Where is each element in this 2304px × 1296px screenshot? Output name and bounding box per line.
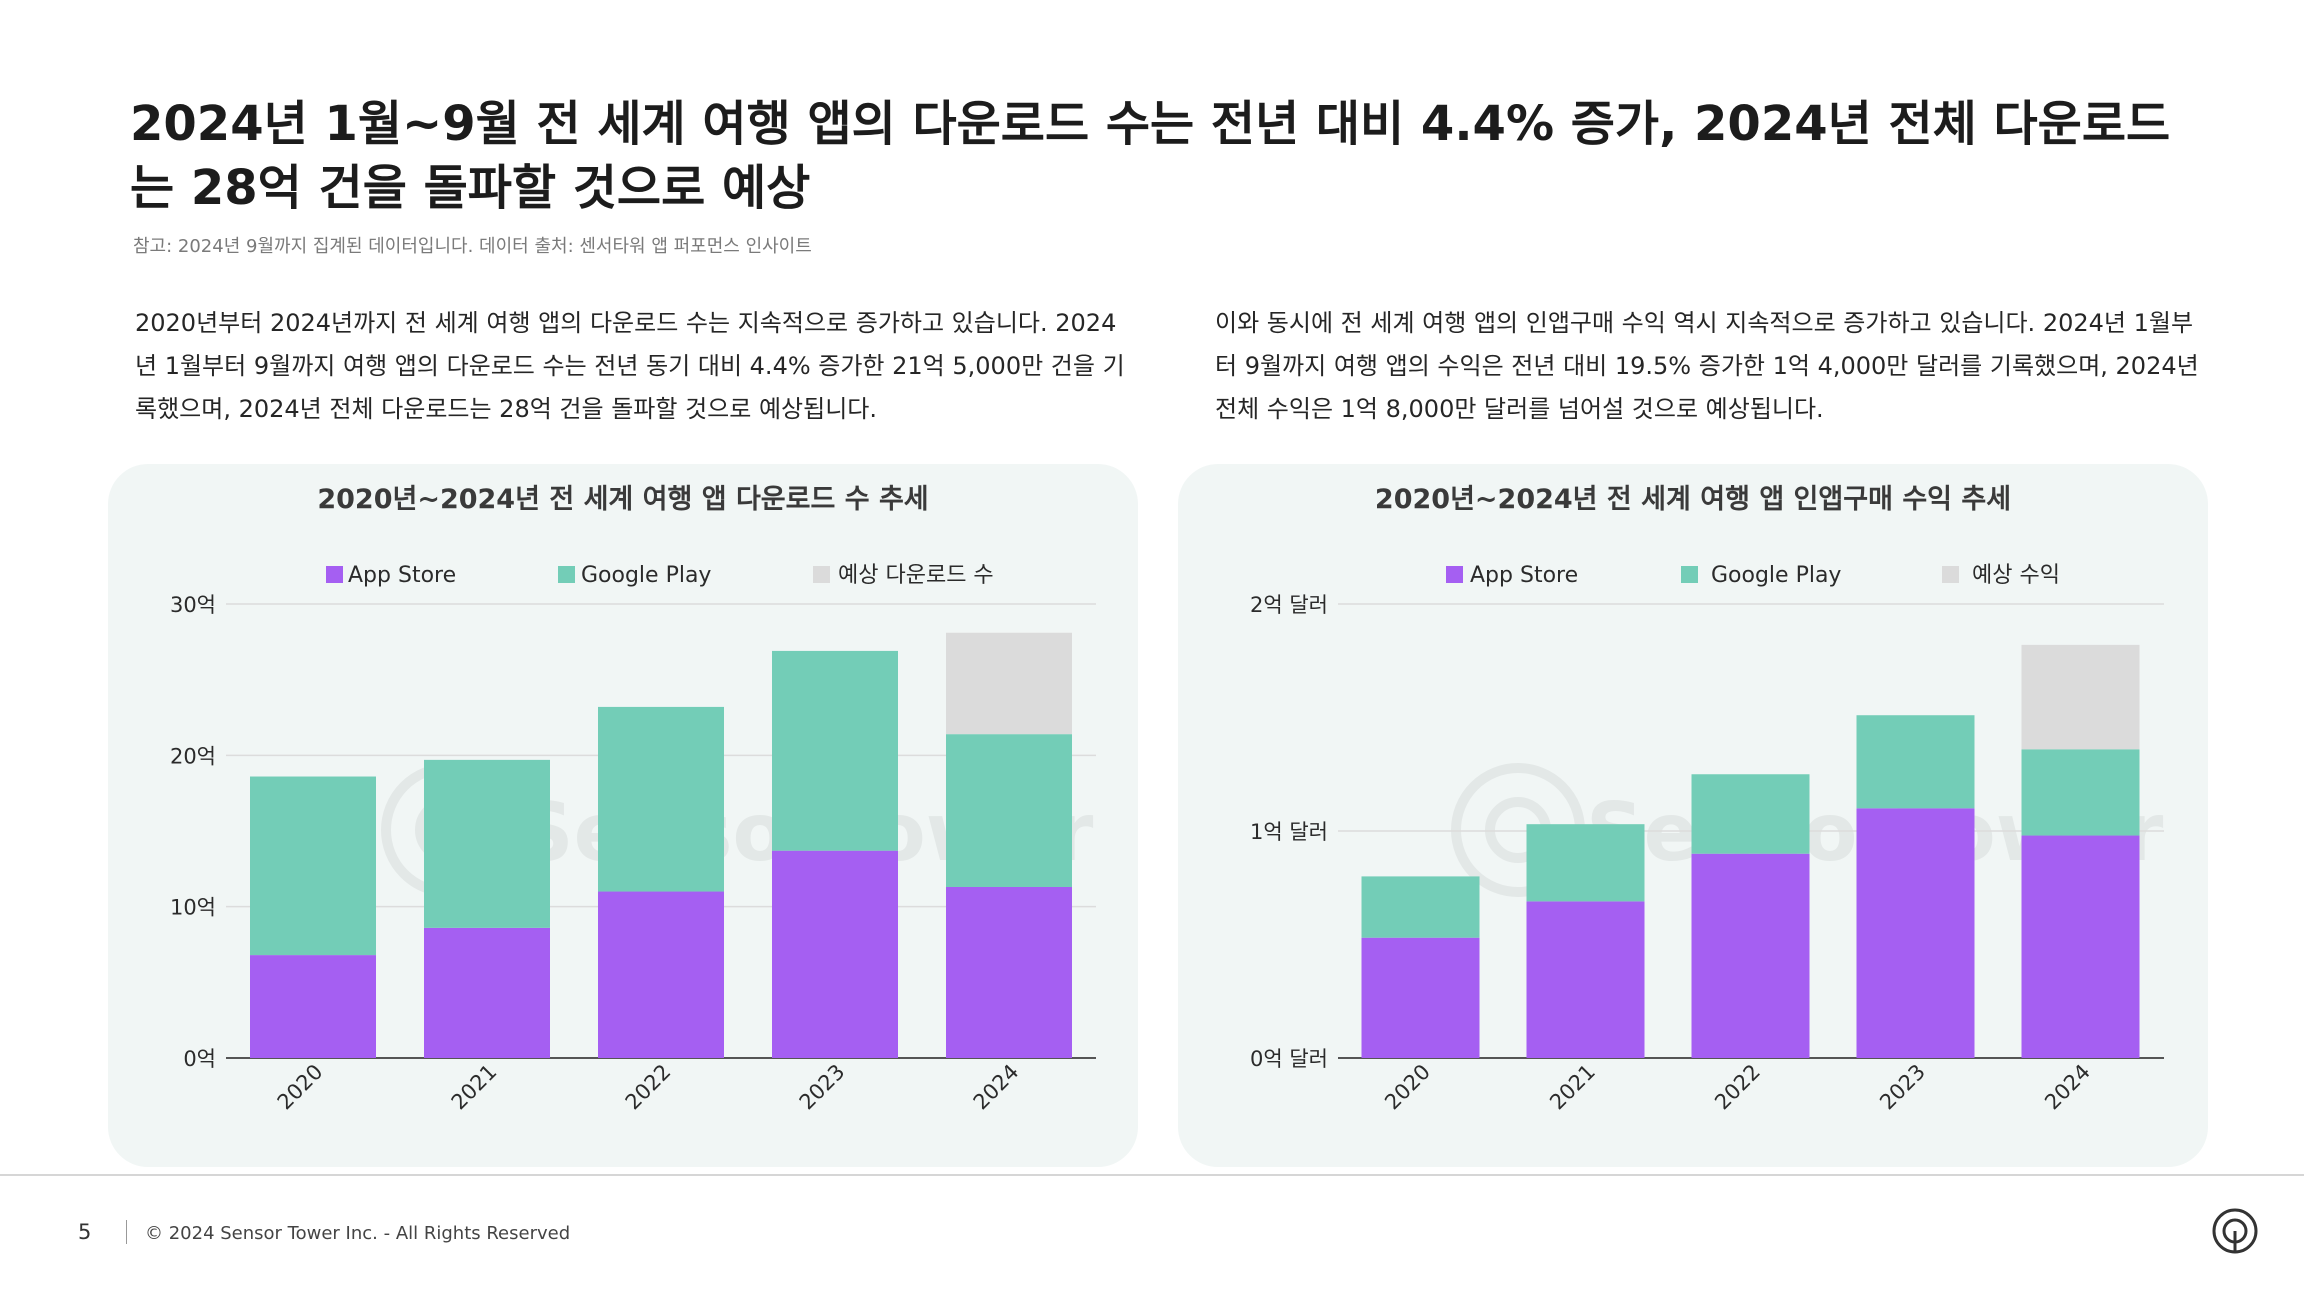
bar-segment: [2021, 749, 2140, 836]
legend-label: App Store: [1470, 563, 1578, 588]
source-note: 참고: 2024년 9월까지 집계된 데이터입니다. 데이터 출처: 센서타워 …: [133, 236, 812, 257]
legend-label: 예상 수익: [1972, 563, 2060, 588]
bar-segment: [1691, 853, 1810, 1058]
legend-swatch: [1942, 566, 1959, 583]
y-tick-label: 20억: [170, 744, 216, 768]
bar-segment: [1361, 876, 1480, 938]
legend-swatch: [558, 566, 575, 583]
y-tick-label: 0억 달러: [1250, 1047, 1328, 1071]
x-tick-label: 2024: [969, 1060, 1024, 1115]
footer-divider: [0, 1174, 2304, 1176]
x-tick-label: 2021: [447, 1060, 502, 1115]
bar-segment: [1361, 937, 1480, 1058]
x-tick-label: 2022: [1710, 1060, 1765, 1115]
x-tick-label: 2024: [2040, 1060, 2095, 1115]
sensor-tower-logo-icon: [2210, 1206, 2260, 1260]
bar-segment: [772, 650, 898, 851]
legend-label: App Store: [348, 563, 456, 588]
bar-segment: [1526, 901, 1645, 1058]
legend-label: Google Play: [581, 563, 711, 588]
downloads-chart: SensorTower2020년~2024년 전 세계 여행 앱 다운로드 수 …: [170, 484, 1096, 1115]
x-tick-label: 2021: [1545, 1060, 1600, 1115]
x-tick-label: 2022: [621, 1060, 676, 1115]
chart-title: 2020년~2024년 전 세계 여행 앱 인앱구매 수익 추세: [1375, 484, 2011, 515]
downloads-chart-panel: SensorTower2020년~2024년 전 세계 여행 앱 다운로드 수 …: [108, 464, 1138, 1167]
x-tick-label: 2020: [273, 1060, 328, 1115]
bar-segment: [946, 886, 1072, 1058]
y-tick-label: 10억: [170, 896, 216, 920]
bar-segment: [946, 632, 1072, 735]
y-tick-label: 1억 달러: [1250, 820, 1328, 844]
legend-swatch: [1681, 566, 1698, 583]
revenue-chart: SensorTower2020년~2024년 전 세계 여행 앱 인앱구매 수익…: [1250, 484, 2164, 1115]
legend-swatch: [1446, 566, 1463, 583]
legend-label: 예상 다운로드 수: [838, 563, 994, 588]
revenue-description: 이와 동시에 전 세계 여행 앱의 인앱구매 수익 역시 지속적으로 증가하고 …: [1215, 309, 2199, 423]
y-tick-label: 2억 달러: [1250, 593, 1328, 617]
bar-segment: [598, 706, 724, 892]
legend-label: Google Play: [1711, 563, 1841, 588]
bar-segment: [598, 891, 724, 1058]
footer-separator: [126, 1220, 127, 1244]
bar-segment: [1856, 715, 1975, 809]
bar-segment: [946, 734, 1072, 887]
y-tick-label: 30억: [170, 593, 216, 617]
copyright-text: © 2024 Sensor Tower Inc. - All Rights Re…: [145, 1223, 571, 1244]
x-tick-label: 2023: [1875, 1060, 1930, 1115]
bar-segment: [1526, 824, 1645, 902]
bar-segment: [2021, 644, 2140, 750]
bar-segment: [2021, 835, 2140, 1058]
downloads-description: 2020년부터 2024년까지 전 세계 여행 앱의 다운로드 수는 지속적으로…: [135, 309, 1125, 423]
x-tick-label: 2020: [1380, 1060, 1435, 1115]
page-number: 5: [78, 1220, 92, 1244]
bar-segment: [1856, 808, 1975, 1058]
bar-segment: [772, 850, 898, 1058]
bar-segment: [424, 927, 550, 1058]
revenue-chart-panel: SensorTower2020년~2024년 전 세계 여행 앱 인앱구매 수익…: [1178, 464, 2208, 1167]
bar-segment: [250, 776, 376, 956]
legend-swatch: [326, 566, 343, 583]
page-title: 2024년 1월~9월 전 세계 여행 앱의 다운로드 수는 전년 대비 4.4…: [130, 96, 2171, 216]
chart-title: 2020년~2024년 전 세계 여행 앱 다운로드 수 추세: [317, 484, 928, 515]
x-tick-label: 2023: [795, 1060, 850, 1115]
bar-segment: [250, 955, 376, 1058]
bar-segment: [1691, 774, 1810, 854]
legend-swatch: [813, 566, 830, 583]
y-tick-label: 0억: [183, 1047, 216, 1071]
bar-segment: [424, 759, 550, 928]
